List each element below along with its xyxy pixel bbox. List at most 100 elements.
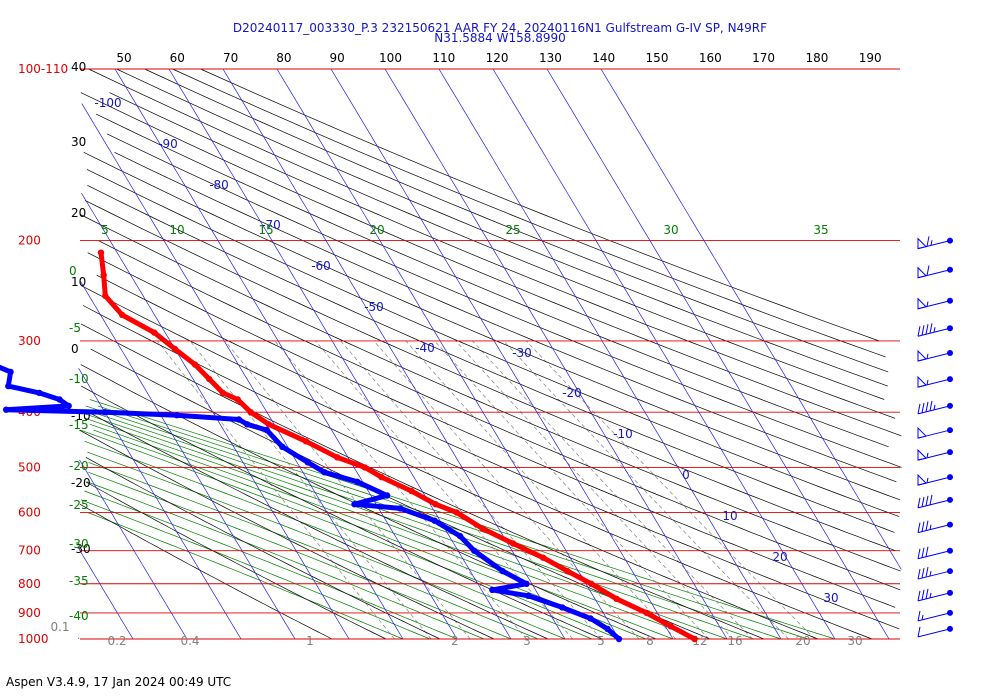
mixing-ratio-line xyxy=(434,340,710,640)
temperature-point xyxy=(361,464,368,471)
wind-barbs xyxy=(917,236,953,638)
moist-adiabat-line xyxy=(85,405,782,640)
chart-title-line2: N31.5884 W158.8990 xyxy=(434,31,566,45)
mixing-ratio-label: 5 xyxy=(597,634,605,648)
left-axis-label: -40 xyxy=(69,609,89,623)
moist-adiabat-label: 25 xyxy=(505,223,520,237)
isotherm-label: -100 xyxy=(94,96,121,110)
moist-adiabat-label: 20 xyxy=(369,223,384,237)
mixing-ratio-label: 0.2 xyxy=(107,634,126,648)
chart-title-line1: D20240117_003330_P.3 232150621 AAR FY 24… xyxy=(232,21,768,35)
moist-adiabat-line xyxy=(84,440,593,640)
dewpoint-point xyxy=(304,459,311,466)
top-axis-label: 190 xyxy=(859,51,882,65)
wind-barb-flag xyxy=(917,266,927,279)
temperature-point xyxy=(247,409,254,416)
isotherm-line xyxy=(114,68,458,640)
mixing-ratio-label: 0.1 xyxy=(50,620,69,634)
dry-adiabat-line xyxy=(83,151,901,501)
dewpoint-point xyxy=(525,592,532,599)
dry-adiabat-line xyxy=(79,429,495,640)
dry-adiabat-line xyxy=(200,68,880,342)
left-axis-label: -30 xyxy=(71,542,91,556)
top-axis-label: 60 xyxy=(170,51,185,65)
dewpoint-point xyxy=(471,547,478,554)
isotherm-line xyxy=(330,68,674,640)
mixing-ratio-label: 20 xyxy=(795,634,810,648)
wind-barb-feather xyxy=(917,548,921,559)
mixing-ratio-line xyxy=(157,340,395,640)
wind-barb-flag xyxy=(917,375,927,388)
dry-adiabat-line xyxy=(82,305,819,640)
wind-barb-feather xyxy=(917,522,921,533)
temperature-point xyxy=(171,345,179,353)
temperature-point xyxy=(118,311,126,319)
isotherm-line xyxy=(77,637,80,640)
wind-barb-half-feather xyxy=(926,379,929,385)
top-axis-label: 110 xyxy=(432,51,455,65)
dewpoint-point xyxy=(173,412,181,419)
wind-barb-flag xyxy=(917,426,927,439)
wind-barb-half-feather xyxy=(921,614,924,621)
dry-adiabat-line xyxy=(87,252,896,608)
sounding-traces xyxy=(0,249,698,643)
isotherm-label: 20 xyxy=(772,550,787,564)
mixing-ratio-lines xyxy=(157,340,816,640)
dewpoint-point xyxy=(235,416,243,423)
temperature-point xyxy=(302,438,310,445)
isotherm-line xyxy=(492,68,836,640)
left-axis-label: -20 xyxy=(71,476,91,490)
dry-adiabat-line xyxy=(106,133,902,468)
wind-barb-feather xyxy=(925,520,929,531)
wind-barb-shaft xyxy=(917,524,951,534)
wind-barb xyxy=(917,566,953,580)
wind-barb xyxy=(917,609,953,622)
wind-barb xyxy=(917,265,953,279)
wind-barb-flag xyxy=(917,349,927,362)
dewpoint-point xyxy=(5,382,12,390)
wind-barb-feather xyxy=(917,326,921,337)
moist-adiabat-line xyxy=(84,490,458,640)
wind-barb-half-feather xyxy=(933,327,936,333)
left-axis-label: -30 xyxy=(69,537,89,551)
wind-barb-half-feather xyxy=(926,452,929,458)
mixing-ratio-line xyxy=(315,340,573,640)
wind-barb-half-feather xyxy=(926,301,929,307)
wind-barb-flag xyxy=(917,473,927,486)
isotherm-label: 0 xyxy=(682,468,690,482)
dry-adiabat-line xyxy=(85,481,387,640)
wind-barb xyxy=(917,375,953,388)
left-axis-label: -15 xyxy=(69,418,89,432)
dry-adiabat-line xyxy=(81,285,873,640)
mixing-ratio-line xyxy=(224,340,471,640)
left-axis-label: 0 xyxy=(69,264,77,278)
mixing-ratio-line xyxy=(189,340,432,640)
moist-adiabat-line xyxy=(92,411,755,640)
isotherm-label: -40 xyxy=(415,341,435,355)
temperature-point xyxy=(667,623,674,630)
wind-barb-feather xyxy=(925,324,929,335)
wind-barb-feather xyxy=(917,403,921,415)
dewpoint-point xyxy=(489,586,496,594)
top-axis-label: 50 xyxy=(116,51,131,65)
moist-adiabat-line xyxy=(88,471,512,640)
wind-barb-shaft xyxy=(917,628,951,638)
temperature-point xyxy=(509,540,517,547)
wind-barb-flag xyxy=(917,237,927,250)
temperature-point xyxy=(206,375,213,383)
mixing-ratio-label: 30 xyxy=(847,634,862,648)
isotherm-label: -80 xyxy=(209,178,229,192)
dewpoint-point xyxy=(101,409,109,416)
top-axis-label: 180 xyxy=(805,51,828,65)
wind-barb-feather xyxy=(926,265,930,276)
wind-barb xyxy=(917,349,953,362)
wind-barb xyxy=(917,520,953,534)
wind-barb-feather xyxy=(921,402,925,414)
dewpoint-point xyxy=(65,402,72,410)
dry-adiabat-line xyxy=(95,113,889,448)
top-axis-label: 80 xyxy=(276,51,291,65)
wind-barb-half-feather xyxy=(926,353,929,359)
moist-adiabat-label: 30 xyxy=(663,223,678,237)
wind-barb-feather xyxy=(921,567,925,579)
isotherm-label: 10 xyxy=(722,509,737,523)
